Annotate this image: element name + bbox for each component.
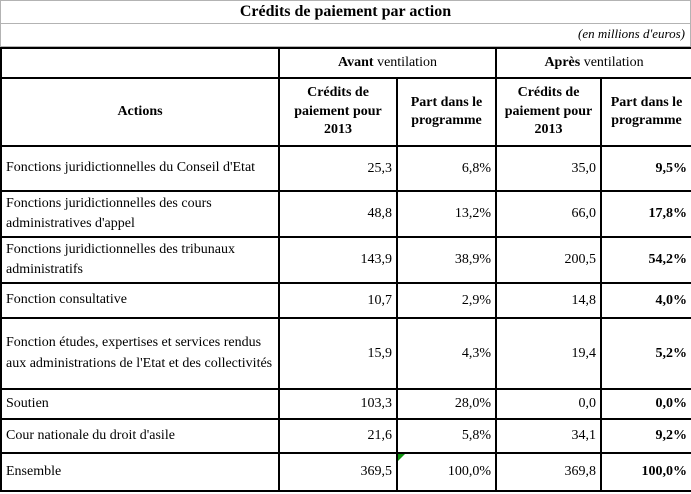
part-avant-value: 4,3%	[395, 317, 498, 390]
part-apres-value: 0,0%	[600, 388, 691, 420]
credits-apres-value: 66,0	[495, 190, 603, 238]
total-part-avant-value: 100,0%	[395, 452, 498, 492]
column-header-credits-apres: Crédits de paiement pour 2013	[495, 77, 603, 147]
part-apres-value: 9,2%	[600, 418, 691, 454]
group-header-apres-bold: Après	[544, 55, 581, 70]
total-label: Ensemble	[0, 452, 280, 492]
column-header-actions: Actions	[0, 77, 280, 147]
action-label: Fonctions juridictionnelles des cours ad…	[0, 190, 280, 238]
credits-avant-value: 48,8	[278, 190, 398, 238]
corner-spacer-cell	[0, 47, 280, 79]
table-row: Fonction études, expertises et services …	[0, 317, 691, 390]
column-header-part-avant: Part dans le programme	[395, 77, 498, 147]
action-label: Soutien	[0, 388, 280, 420]
credits-avant-value: 21,6	[278, 418, 398, 454]
credits-avant-value: 10,7	[278, 282, 398, 319]
page-title: Crédits de paiement par action	[0, 0, 691, 24]
column-header-part-apres: Part dans le programme	[600, 77, 691, 147]
group-header-avant: Avant ventilation	[277, 47, 498, 79]
credits-apres-value: 34,1	[495, 418, 603, 454]
part-apres-value: 4,0%	[600, 282, 691, 319]
part-avant-value: 28,0%	[395, 388, 498, 420]
group-header-apres-rest: ventilation	[580, 55, 644, 70]
total-part-avant-text: 100,0%	[447, 464, 492, 479]
part-apres-value: 54,2%	[600, 236, 691, 284]
action-label: Fonction consultative	[0, 282, 280, 319]
column-header-credits-avant: Crédits de paiement pour 2013	[278, 77, 398, 147]
action-label: Fonctions juridictionnelles des tribunau…	[0, 236, 280, 284]
group-header-row: Avant ventilation Après ventilation	[0, 47, 691, 79]
total-row: Ensemble 369,5 100,0% 369,8 100,0%	[0, 452, 691, 492]
credits-avant-value: 143,9	[278, 236, 398, 284]
total-credits-apres-value: 369,8	[495, 452, 603, 492]
group-header-avant-rest: ventilation	[373, 55, 437, 70]
total-credits-avant-value: 369,5	[278, 452, 398, 492]
part-avant-value: 5,8%	[395, 418, 498, 454]
credits-apres-value: 35,0	[495, 145, 603, 192]
table-row: Cour nationale du droit d'asile 21,6 5,8…	[0, 418, 691, 454]
part-avant-value: 38,9%	[395, 236, 498, 284]
table-row: Fonction consultative 10,7 2,9% 14,8 4,0…	[0, 282, 691, 319]
action-label: Fonction études, expertises et services …	[0, 317, 280, 390]
part-avant-value: 6,8%	[395, 145, 498, 192]
units-note: (en millions d'euros)	[0, 24, 691, 47]
column-header-row: Actions Crédits de paiement pour 2013 Pa…	[0, 77, 691, 147]
action-label: Cour nationale du droit d'asile	[0, 418, 280, 454]
group-header-apres: Après ventilation	[495, 47, 691, 79]
part-apres-value: 5,2%	[600, 317, 691, 390]
credits-apres-value: 19,4	[495, 317, 603, 390]
credits-apres-value: 14,8	[495, 282, 603, 319]
credits-avant-value: 15,9	[278, 317, 398, 390]
cell-comment-triangle-icon	[399, 455, 405, 461]
table-row: Fonctions juridictionnelles des cours ad…	[0, 190, 691, 238]
credits-avant-value: 25,3	[278, 145, 398, 192]
credits-apres-value: 0,0	[495, 388, 603, 420]
part-apres-value: 17,8%	[600, 190, 691, 238]
total-part-apres-value: 100,0%	[600, 452, 691, 492]
credits-apres-value: 200,5	[495, 236, 603, 284]
action-label: Fonctions juridictionnelles du Conseil d…	[0, 145, 280, 192]
credits-table: Avant ventilation Après ventilation Acti…	[0, 47, 691, 492]
credits-avant-value: 103,3	[278, 388, 398, 420]
table-row: Fonctions juridictionnelles des tribunau…	[0, 236, 691, 284]
table-row: Fonctions juridictionnelles du Conseil d…	[0, 145, 691, 192]
part-avant-value: 2,9%	[395, 282, 498, 319]
table-row: Soutien 103,3 28,0% 0,0 0,0%	[0, 388, 691, 420]
part-avant-value: 13,2%	[395, 190, 498, 238]
group-header-avant-bold: Avant	[338, 55, 374, 70]
part-apres-value: 9,5%	[600, 145, 691, 192]
